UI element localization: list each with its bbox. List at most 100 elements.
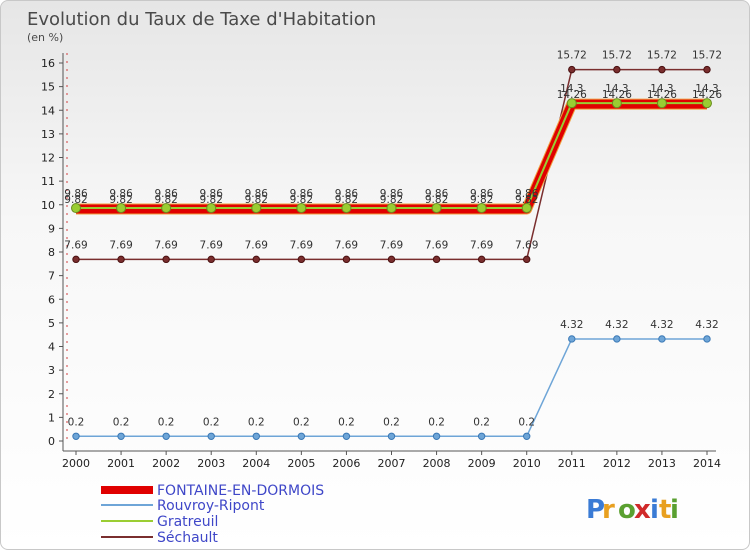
- data-label-s-chault: 7.69: [290, 239, 313, 251]
- logo-letter: i: [670, 495, 679, 525]
- data-label-rouvroy-ripont: 0.2: [428, 416, 445, 428]
- logo-letter: P: [586, 495, 605, 525]
- data-label-gratreuil: 9.86: [245, 188, 269, 200]
- data-point-gratreuil: [702, 98, 712, 109]
- data-point-rouvroy-ripont: [703, 335, 711, 343]
- data-point-gratreuil: [251, 203, 262, 214]
- x-tick-label: 2013: [648, 457, 676, 470]
- series-layer: [71, 65, 712, 440]
- y-tick-label: 15: [41, 81, 55, 94]
- y-tick-label: 3: [48, 364, 55, 377]
- data-label-fontaine-en-dormois: 9.82: [245, 194, 268, 206]
- data-label-fontaine-en-dormois: 9.82: [200, 194, 223, 206]
- data-label-fontaine-en-dormois: 9.82: [515, 194, 538, 206]
- data-point-s-chault: [432, 255, 441, 264]
- data-point-rouvroy-ripont: [207, 432, 215, 440]
- x-tick-label: 2004: [242, 457, 270, 470]
- data-point-s-chault: [252, 255, 260, 264]
- data-label-s-chault: 7.69: [380, 239, 403, 251]
- data-label-gratreuil: 14.3: [560, 83, 583, 95]
- data-point-gratreuil: [161, 203, 172, 214]
- data-label-gratreuil: 9.86: [470, 188, 494, 200]
- x-tick-label: 2012: [603, 457, 631, 470]
- y-tick-label: 2: [48, 388, 55, 401]
- y-tick-label: 4: [48, 341, 55, 354]
- data-label-fontaine-en-dormois: 9.82: [290, 194, 313, 206]
- logo-letter: t: [659, 495, 671, 525]
- data-point-rouvroy-ripont: [613, 335, 621, 343]
- data-label-gratreuil: 9.86: [154, 188, 178, 200]
- data-point-rouvroy-ripont: [252, 432, 260, 440]
- data-point-rouvroy-ripont: [297, 432, 306, 440]
- logo-letter: x: [634, 495, 651, 525]
- data-label-rouvroy-ripont: 0.2: [203, 416, 220, 428]
- data-label-rouvroy-ripont: 4.32: [650, 319, 673, 331]
- data-point-s-chault: [658, 65, 666, 74]
- y-tick-label: 12: [41, 152, 55, 165]
- logo-letter: o: [618, 495, 636, 525]
- data-label-gratreuil: 9.86: [380, 188, 404, 200]
- data-point-gratreuil: [206, 203, 217, 214]
- data-label-s-chault: 7.69: [515, 239, 538, 251]
- x-tick-label: 2011: [558, 457, 586, 470]
- legend-label-s-chault: Séchault: [157, 530, 218, 546]
- data-point-s-chault: [342, 255, 351, 264]
- data-label-fontaine-en-dormois: 14.26: [647, 89, 677, 101]
- data-point-gratreuil: [656, 98, 667, 109]
- data-point-s-chault: [613, 65, 621, 74]
- y-tick-label: 10: [41, 199, 55, 212]
- data-label-rouvroy-ripont: 0.2: [158, 416, 175, 428]
- x-tick-label: 2005: [287, 457, 315, 470]
- y-tick-label: 11: [41, 175, 55, 188]
- y-tick-label: 14: [41, 104, 55, 117]
- data-point-s-chault: [117, 255, 125, 264]
- data-point-rouvroy-ripont: [117, 432, 125, 440]
- data-label-rouvroy-ripont: 0.2: [293, 416, 310, 428]
- data-point-gratreuil: [476, 203, 487, 214]
- y-tick-label: 1: [48, 411, 55, 424]
- data-point-rouvroy-ripont: [477, 432, 486, 440]
- data-label-rouvroy-ripont: 0.2: [113, 416, 130, 428]
- y-tick-label: 16: [41, 57, 55, 70]
- data-point-s-chault: [703, 65, 711, 74]
- data-label-fontaine-en-dormois: 9.82: [380, 194, 403, 206]
- data-label-s-chault: 7.69: [200, 239, 223, 251]
- x-tick-label: 2007: [378, 457, 406, 470]
- data-point-rouvroy-ripont: [72, 432, 80, 440]
- data-label-gratreuil: 9.86: [109, 188, 133, 200]
- data-label-rouvroy-ripont: 4.32: [560, 319, 583, 331]
- chart-subtitle: (en %): [27, 31, 63, 44]
- data-label-fontaine-en-dormois: 14.26: [557, 89, 587, 101]
- data-label-fontaine-en-dormois: 9.82: [425, 194, 448, 206]
- legend-label-rouvroy-ripont: Rouvroy-Ripont: [157, 498, 265, 514]
- data-point-s-chault: [523, 255, 531, 264]
- data-point-rouvroy-ripont: [432, 432, 441, 440]
- data-point-gratreuil: [296, 203, 307, 214]
- legend: FONTAINE-EN-DORMOISRouvroy-RipontGratreu…: [101, 483, 324, 546]
- x-tick-label: 2009: [468, 457, 496, 470]
- data-label-rouvroy-ripont: 0.2: [68, 416, 85, 428]
- y-tick-label: 0: [48, 435, 55, 448]
- data-label-fontaine-en-dormois: 14.26: [692, 89, 722, 101]
- data-label-rouvroy-ripont: 4.32: [605, 319, 628, 331]
- data-label-s-chault: 15.72: [647, 50, 677, 62]
- data-label-s-chault: 7.69: [335, 239, 358, 251]
- data-label-gratreuil: 9.86: [200, 188, 224, 200]
- data-label-gratreuil: 14.3: [605, 83, 628, 95]
- data-label-s-chault: 7.69: [109, 239, 132, 251]
- data-point-gratreuil: [566, 98, 577, 109]
- data-label-gratreuil: 14.3: [650, 83, 673, 95]
- x-tick-label: 2003: [197, 457, 225, 470]
- data-point-gratreuil: [386, 203, 397, 214]
- data-label-s-chault: 7.69: [425, 239, 448, 251]
- data-point-s-chault: [72, 255, 80, 264]
- data-label-fontaine-en-dormois: 9.82: [335, 194, 358, 206]
- data-label-s-chault: 7.69: [64, 239, 87, 251]
- data-label-fontaine-en-dormois: 9.82: [154, 194, 177, 206]
- y-tick-label: 5: [48, 317, 55, 330]
- data-label-rouvroy-ripont: 0.2: [338, 416, 355, 428]
- x-tick-label: 2002: [152, 457, 180, 470]
- data-point-rouvroy-ripont: [523, 432, 531, 440]
